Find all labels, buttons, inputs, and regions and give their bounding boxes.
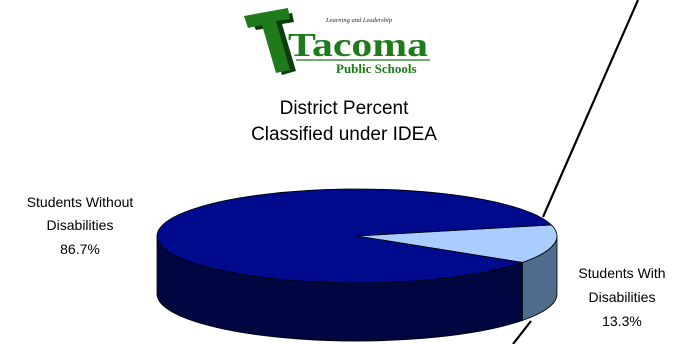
connector-line-top xyxy=(541,0,640,218)
logo-name: Tacoma xyxy=(288,27,428,64)
slice-label-without-line-1: Students Without xyxy=(27,194,134,210)
chart-title-line-2: Classified under IDEA xyxy=(251,124,437,145)
slice-label-with-line-1: Students With xyxy=(578,265,665,281)
tacoma-logo: Learning and Leadership Tacoma Public Sc… xyxy=(244,8,430,76)
slice-value-without: 86.7% xyxy=(60,241,100,257)
logo-tagline: Learning and Leadership xyxy=(325,17,393,24)
logo-subtitle: Public Schools xyxy=(336,61,417,76)
pie-slice-0 xyxy=(156,188,553,284)
logo-emblem xyxy=(244,8,290,73)
pie-tops xyxy=(156,188,558,284)
slice-value-with: 13.3% xyxy=(602,313,642,329)
chart-title-line-1: District Percent xyxy=(280,98,410,119)
slice-label-with-line-2: Disabilities xyxy=(589,289,656,305)
slice-label-without-line-2: Disabilities xyxy=(47,217,114,233)
connector-line-bottom xyxy=(512,320,532,344)
pie-slice-1 xyxy=(356,224,558,263)
